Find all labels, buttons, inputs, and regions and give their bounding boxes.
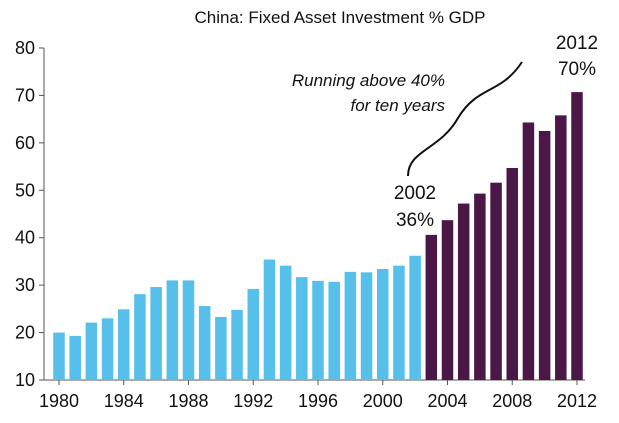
- annotation-2002-value: 36%: [396, 210, 434, 231]
- bar-1998: [344, 271, 357, 380]
- x-tick-label: 2012: [557, 391, 597, 411]
- y-tick-label: 10: [15, 370, 35, 390]
- x-tick-label: 2008: [492, 391, 532, 411]
- bar-2008: [506, 167, 518, 380]
- x-tick-label: 1984: [104, 391, 144, 411]
- bar-1986: [150, 287, 162, 380]
- x-axis: 1980 1984 1988 1992 1996 2000 2004 2008 2012: [39, 379, 597, 411]
- bar-1987: [166, 280, 179, 380]
- bar-1985: [134, 294, 146, 380]
- bar-1991: [231, 309, 243, 380]
- bar-1995: [296, 277, 308, 380]
- annotation-2002-year: 2002: [394, 183, 436, 204]
- bar-1993: [263, 259, 276, 380]
- bracket-curve: [407, 61, 523, 177]
- bar-1996: [312, 280, 324, 380]
- bracket-label-line2: for ten years: [351, 96, 446, 115]
- bar-2004: [441, 220, 454, 380]
- x-tick-label: 1996: [298, 391, 338, 411]
- bar-1997: [328, 281, 340, 380]
- bar-2002: [409, 255, 421, 380]
- bar-2003: [425, 234, 438, 380]
- bar-1982: [85, 322, 98, 380]
- bar-1990: [215, 316, 227, 380]
- y-tick-label: 60: [15, 133, 35, 153]
- bar-1981: [69, 335, 81, 380]
- bar-2010: [538, 131, 551, 380]
- bar-2001: [393, 265, 405, 380]
- bar-1989: [198, 306, 211, 380]
- y-tick-label: 20: [15, 323, 35, 343]
- y-tick-label: 80: [15, 38, 35, 58]
- annotations: 2002 36% 2012 70% Running above 40% for …: [292, 33, 598, 231]
- bracket-label-line1: Running above 40%: [292, 71, 445, 90]
- bar-2005: [457, 203, 470, 380]
- y-tick-label: 40: [15, 228, 35, 248]
- y-tick-label: 70: [15, 85, 35, 105]
- bar-1994: [279, 265, 292, 380]
- x-tick-label: 1980: [39, 391, 79, 411]
- x-tick-label: 2000: [363, 391, 403, 411]
- bar-2011: [555, 115, 567, 380]
- bar-1980: [53, 332, 65, 380]
- x-tick-label: 2004: [427, 391, 467, 411]
- bar-2006: [474, 193, 486, 380]
- x-tick-label: 1992: [233, 391, 273, 411]
- bar-1988: [182, 280, 195, 380]
- bar-1983: [101, 318, 114, 380]
- y-tick-label: 50: [15, 180, 35, 200]
- bar-2007: [490, 182, 502, 380]
- y-tick-label: 30: [15, 275, 35, 295]
- bar-1984: [118, 309, 130, 380]
- annotation-2012-year: 2012: [556, 33, 598, 54]
- annotation-2012-value: 70%: [558, 59, 596, 80]
- bar-2012: [571, 92, 583, 380]
- bar-1992: [247, 288, 259, 380]
- bar-2009: [522, 122, 535, 380]
- bar-1999: [360, 272, 373, 380]
- y-axis: 10 20 30 40 50 60 70 80: [15, 38, 45, 390]
- chart-title: China: Fixed Asset Investment % GDP: [194, 8, 485, 27]
- x-tick-label: 1988: [168, 391, 208, 411]
- bars: [53, 92, 583, 380]
- bar-2000: [377, 269, 389, 380]
